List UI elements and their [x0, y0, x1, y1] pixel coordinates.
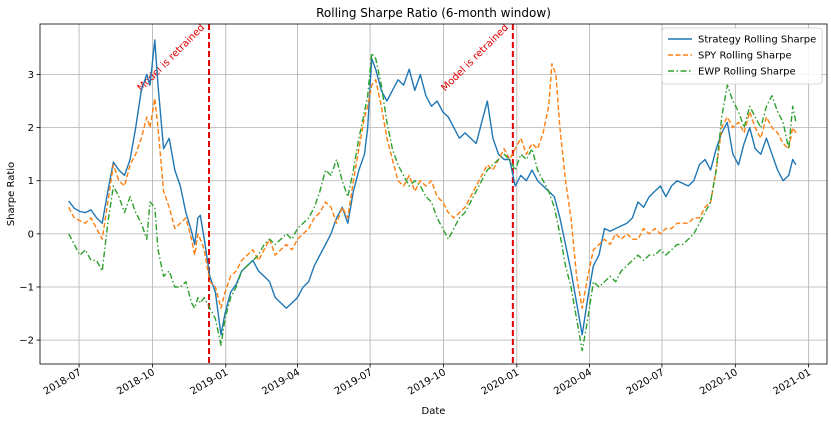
x-tick-label: 2021-01 — [771, 367, 813, 397]
series-line-3 — [68, 52, 797, 352]
x-tick-label: 2019-04 — [260, 367, 302, 397]
annotations: Model is retrained Model is retrained — [136, 22, 514, 364]
x-tick-label: 2019-10 — [406, 367, 448, 397]
y-tick-label: −1 — [19, 282, 34, 293]
x-axis-label: Date — [422, 406, 446, 417]
legend-label-1: Strategy Rolling Sharpe — [698, 35, 816, 46]
x-tick-label: 2020-10 — [698, 367, 740, 397]
series — [68, 39, 797, 352]
x-axis: 2018-07 2018-10 2019-01 2019-04 2019-07 2019-… — [42, 364, 813, 397]
legend-label-3: EWP Rolling Sharpe — [698, 67, 796, 78]
y-axis-label: Sharpe Ratio — [6, 162, 17, 226]
x-tick-label: 2020-01 — [480, 367, 522, 397]
legend-label-2: SPY Rolling Sharpe — [698, 51, 792, 62]
series-line-1 — [68, 39, 797, 336]
legend-box — [661, 27, 823, 85]
series-line-2 — [68, 63, 797, 309]
x-tick-label: 2020-04 — [552, 367, 594, 397]
y-tick-label: 2 — [28, 123, 34, 134]
x-tick-label: 2018-10 — [115, 367, 157, 397]
y-axis: −2 −1 0 1 2 3 — [19, 70, 40, 347]
x-tick-label: 2019-01 — [189, 367, 231, 397]
y-tick-label: 1 — [28, 176, 34, 187]
retrain-annotation: Model is retrained — [439, 22, 511, 94]
y-tick-label: 3 — [28, 70, 34, 81]
retrain-annotation: Model is retrained — [136, 22, 208, 94]
y-tick-label: −2 — [19, 336, 34, 347]
chart-title: Rolling Sharpe Ratio (6-month window) — [316, 6, 551, 20]
legend: Strategy Rolling Sharpe SPY Rolling Sharp… — [661, 27, 823, 85]
x-tick-label: 2020-07 — [625, 367, 667, 397]
y-tick-label: 0 — [28, 229, 34, 240]
plot-frame — [39, 23, 828, 365]
x-tick-label: 2018-07 — [42, 367, 84, 397]
x-tick-label: 2019-07 — [333, 367, 375, 397]
